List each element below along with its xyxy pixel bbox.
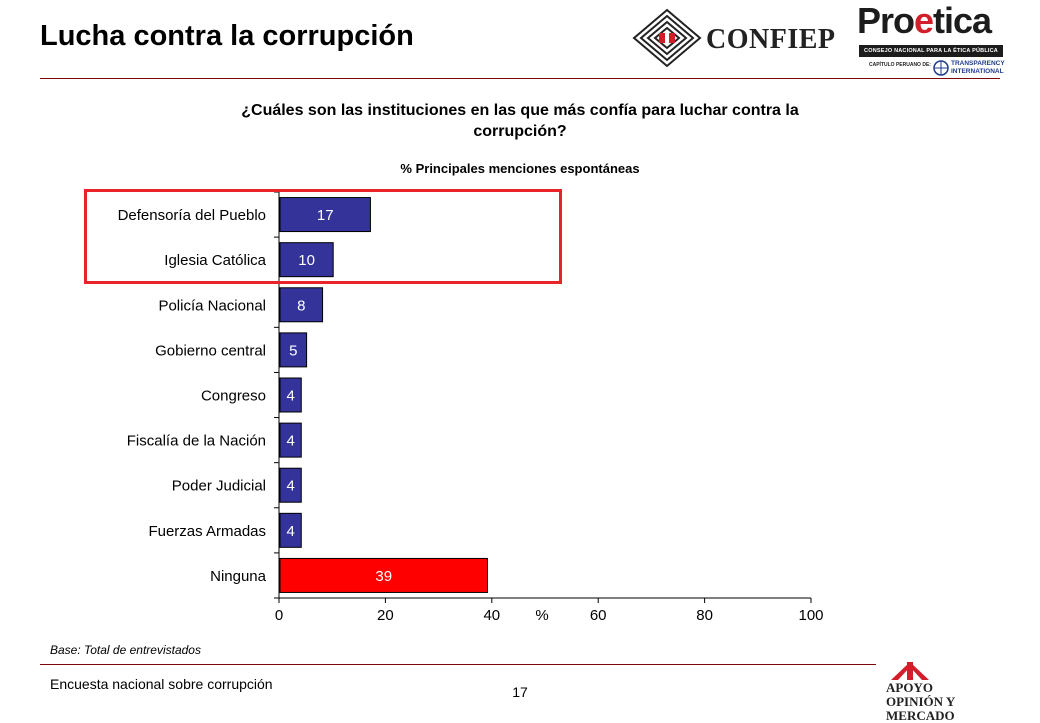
survey-name: Encuesta nacional sobre corrupción [50,676,273,692]
bar [279,422,302,458]
bottom-divider [40,664,876,665]
page-title: Lucha contra la corrupción [40,20,414,52]
bar [279,557,488,593]
category-label: Fiscalía de la Nación [127,433,266,450]
bar [279,332,308,368]
highlight-box [84,189,562,284]
category-label: Ninguna [210,568,267,585]
transparency-international-label: TRANSPARENCY INTERNATIONAL [951,60,1005,75]
x-tick-label: 80 [696,607,713,624]
bar-value-label: 10 [298,252,315,269]
x-axis-label: % [535,607,548,624]
bar [279,242,334,278]
bar-value-label: 4 [286,478,294,495]
category-label: Gobierno central [155,342,266,359]
bar-value-label: 8 [297,297,305,314]
page-number: 17 [512,684,528,700]
x-tick-label: 0 [275,607,283,624]
category-label: Defensoría del Pueblo [118,207,266,224]
proetica-logo: Proetica CONSEJO NACIONAL PARA LA ÉTICA … [855,0,1005,84]
x-tick-label: 20 [377,607,394,624]
bar [279,467,302,503]
category-label: Congreso [201,388,266,405]
bar [279,377,302,413]
bar-value-label: 4 [286,523,294,540]
bar-value-label: 4 [286,388,294,405]
proetica-wordmark: Proetica [857,0,992,41]
chart-subtitle: % Principales menciones espontáneas [400,161,640,176]
category-label: Iglesia Católica [164,252,266,269]
confiep-wordmark: CONFIEP [706,24,836,55]
apoyo-wordmark: APOYO OPINIÓN Y MERCADO [886,680,955,723]
proetica-subline: CAPÍTULO PERUANO DE: [869,62,931,68]
bar-value-label: 17 [317,207,334,224]
bar [279,512,302,548]
chart-question: ¿Cuáles son las instituciones en las que… [241,102,799,140]
confiep-diamond-icon [632,8,702,68]
category-label: Poder Judicial [172,478,266,495]
category-label: Fuerzas Armadas [148,523,266,540]
x-tick-label: 60 [590,607,607,624]
x-tick-label: 100 [798,607,823,624]
bar-value-label: 5 [289,342,297,359]
bar [279,287,324,323]
confiep-logo: CONFIEP [632,8,842,68]
bar-value-label: 39 [375,568,392,585]
globe-icon [933,60,949,76]
category-label: Policía Nacional [158,297,266,314]
bar [279,197,371,233]
base-note: Base: Total de entrevistados [50,643,201,657]
apoyo-mark-icon [891,662,929,680]
apoyo-logo: APOYO OPINIÓN Y MERCADO [884,661,1000,723]
top-divider [40,78,1000,79]
bar-value-label: 4 [286,433,294,450]
proetica-band: CONSEJO NACIONAL PARA LA ÉTICA PÚBLICA [859,45,1003,57]
x-tick-label: 40 [483,607,500,624]
